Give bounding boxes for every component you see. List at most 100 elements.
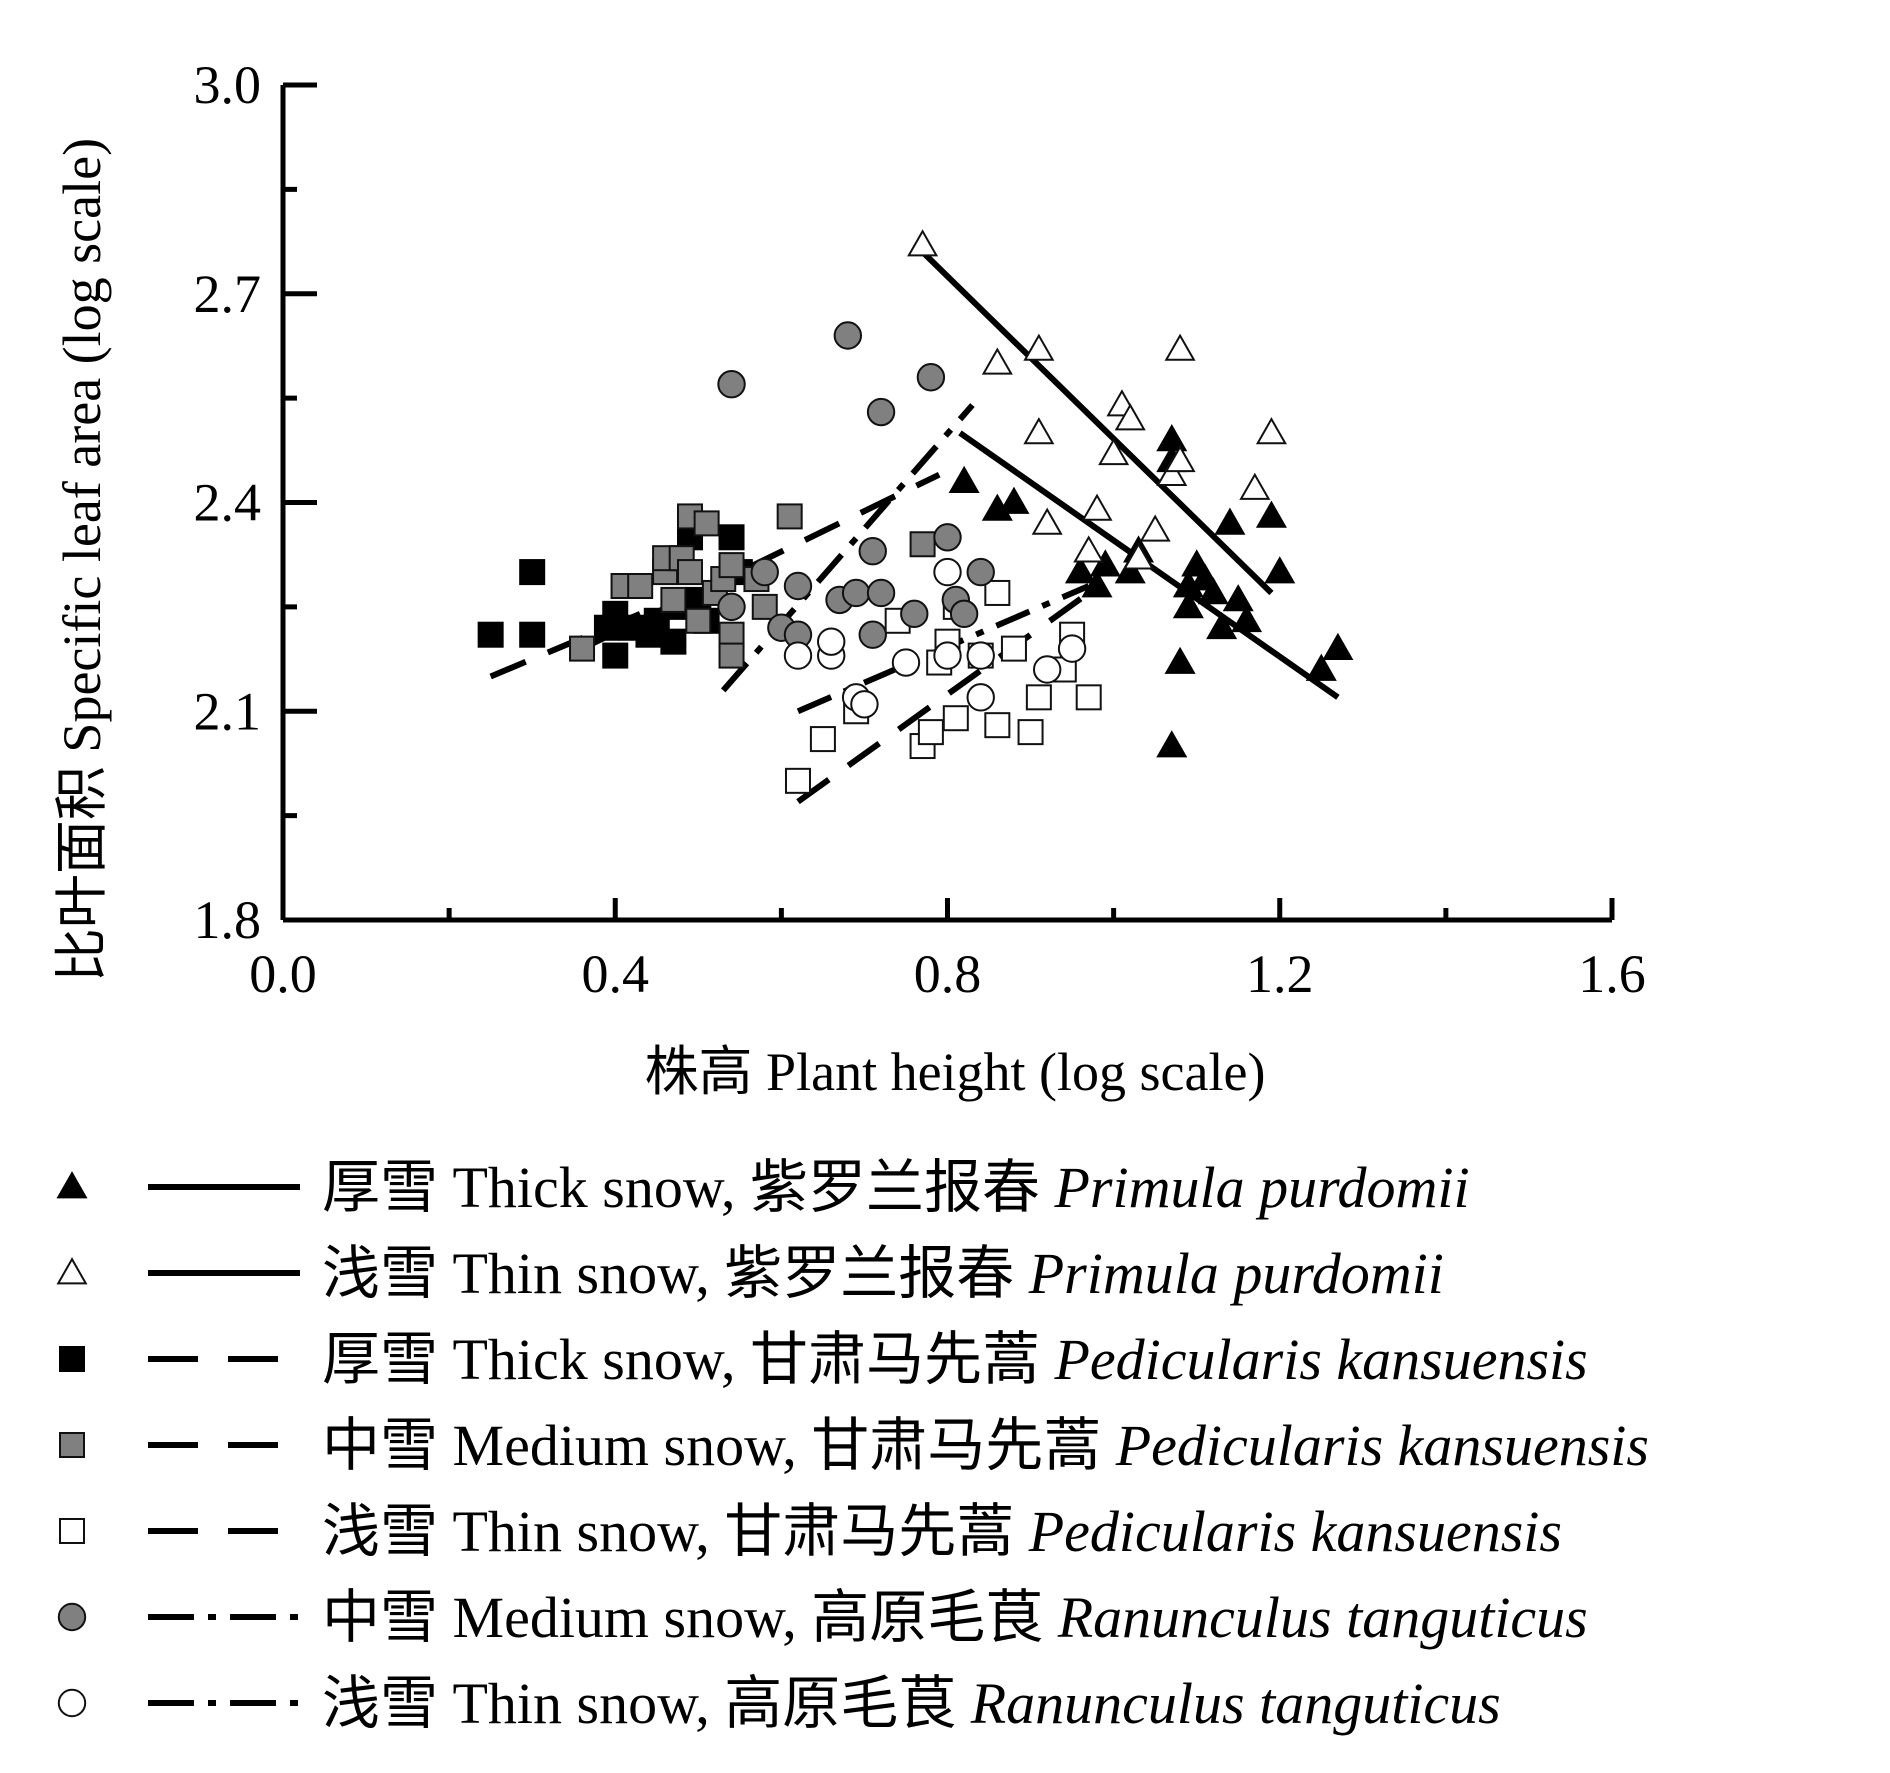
point-thin-primula [1255, 417, 1287, 445]
y-tick-label: 2.7 [194, 264, 262, 324]
point-thick-primula [998, 486, 1030, 514]
point-thin-pedicularis [1000, 635, 1027, 662]
point-medium-ranunculus [933, 523, 962, 552]
point-medium-ranunculus [750, 557, 779, 587]
point-thin-ranunculus [783, 641, 813, 670]
point-thin-primula [1239, 472, 1271, 500]
point-thick-primula [1197, 577, 1229, 605]
legend-label: 浅雪 Thin snow, 紫罗兰报春 Primula purdomii [322, 1241, 1444, 1306]
y-tick-label: 3.0 [194, 55, 262, 115]
legend-species-name: Pedicularis kansuensis [1115, 1413, 1649, 1478]
point-medium-ranunculus [900, 599, 929, 629]
point-medium-pedicularis [751, 593, 778, 620]
legend-marker-thick-pedicularis [59, 1346, 85, 1372]
legend-label-text: 中雪 Medium snow, 甘肃马先蒿 [322, 1413, 1116, 1478]
point-thin-pedicularis [984, 579, 1011, 606]
point-thin-ranunculus [891, 648, 921, 677]
point-thick-primula [1322, 632, 1354, 660]
point-thick-primula [948, 465, 980, 493]
point-thin-ranunculus [933, 557, 962, 587]
legend-label-text: 浅雪 Thin snow, 甘肃马先蒿 [322, 1499, 1029, 1564]
fit-line-medium-ranunculus [720, 403, 975, 693]
legend-marker-thin-ranunculus [57, 1688, 87, 1718]
point-thin-primula [1023, 417, 1055, 445]
point-thick-primula [1264, 556, 1296, 584]
point-thin-pedicularis [784, 767, 811, 794]
point-thin-primula [1031, 507, 1063, 535]
point-thin-ranunculus [817, 627, 846, 656]
point-thin-primula [1156, 458, 1188, 487]
legend-marker-medium-ranunculus [57, 1602, 87, 1632]
point-thin-primula [1164, 444, 1196, 473]
point-thin-primula [907, 229, 939, 257]
point-thin-pedicularis [809, 726, 836, 753]
point-thick-primula [1222, 584, 1254, 612]
legend-species-name: Ranunculus tanguticus [970, 1671, 1501, 1736]
y-tick-label: 1.8 [194, 890, 262, 950]
legend-label: 厚雪 Thick snow, 甘肃马先蒿 Pedicularis kansuen… [322, 1327, 1588, 1392]
point-thin-ranunculus [966, 683, 995, 712]
x-tick-label: 0.0 [249, 944, 317, 1004]
point-medium-ranunculus [783, 571, 813, 601]
point-thin-ranunculus [1057, 634, 1087, 663]
point-medium-pedicularis [718, 642, 745, 669]
point-thick-pedicularis [519, 559, 546, 586]
point-medium-pedicularis [685, 607, 712, 634]
point-thin-pedicularis [1017, 719, 1044, 746]
point-thick-pedicularis [602, 642, 629, 669]
legend-label-text: 厚雪 Thick snow, 甘肃马先蒿 [322, 1327, 1054, 1392]
legend-species-name: Pedicularis kansuensis [1053, 1327, 1587, 1392]
axes: 0.0 0.4 0.8 1.2 1.6 1.8 2.1 2.4 2.7 3.0 [194, 55, 1646, 1004]
point-thin-ranunculus [850, 690, 879, 719]
legend: 厚雪 Thick snow, 紫罗兰报春 Primula purdomii浅雪 … [56, 1155, 1649, 1736]
x-tick-label: 1.2 [1246, 944, 1314, 1004]
point-thin-primula [1098, 437, 1130, 466]
point-thick-primula [1114, 556, 1146, 584]
legend-species-name: Primula purdomii [1028, 1241, 1444, 1306]
legend-label: 中雪 Medium snow, 甘肃马先蒿 Pedicularis kansue… [322, 1413, 1649, 1478]
point-medium-pedicularis [627, 573, 654, 599]
point-medium-ranunculus [858, 537, 887, 566]
legend-label: 中雪 Medium snow, 高原毛茛 Ranunculus tangutic… [322, 1585, 1588, 1650]
point-thick-primula [1305, 653, 1337, 681]
legend-label: 浅雪 Thin snow, 高原毛茛 Ranunculus tanguticus [322, 1671, 1501, 1736]
data-points [477, 229, 1354, 794]
x-axis-label: 株高 Plant height (log scale) [645, 1042, 1266, 1102]
legend-marker-thin-pedicularis [59, 1518, 85, 1544]
y-axis-label: 比叶面积 Specific leaf area (log scale) [52, 138, 112, 982]
point-medium-pedicularis [718, 552, 745, 579]
y-tick-label: 2.4 [194, 473, 262, 533]
fit-line-thin-primula [920, 249, 1274, 596]
point-thick-primula [1172, 591, 1204, 619]
point-thin-pedicularis [942, 705, 969, 732]
x-tick-label: 0.4 [582, 944, 650, 1004]
point-thick-primula [1089, 549, 1121, 577]
point-thick-primula [1156, 730, 1188, 758]
fit-lines [489, 249, 1340, 805]
point-thick-pedicularis [519, 621, 546, 648]
point-medium-ranunculus [833, 321, 863, 350]
point-thin-primula [1073, 535, 1105, 563]
point-thin-ranunculus [933, 641, 962, 670]
point-thin-pedicularis [1025, 684, 1052, 711]
point-thin-pedicularis [1075, 684, 1102, 711]
legend-species-name: Primula purdomii [1053, 1155, 1469, 1220]
point-thin-primula [1164, 333, 1196, 361]
point-thin-primula [1139, 514, 1171, 542]
legend-label-text: 浅雪 Thin snow, 紫罗兰报春 [322, 1241, 1029, 1306]
point-medium-ranunculus [717, 592, 746, 622]
point-thin-primula [1023, 333, 1055, 361]
point-thin-pedicularis [917, 719, 944, 746]
legend-species-name: Pedicularis kansuensis [1028, 1499, 1562, 1564]
point-thick-pedicularis [718, 524, 745, 551]
legend-marker-thick-primula [56, 1171, 88, 1199]
point-thick-primula [1214, 507, 1246, 535]
legend-label-text: 中雪 Medium snow, 高原毛茛 [322, 1585, 1058, 1650]
point-thin-ranunculus [1032, 655, 1062, 684]
x-tick-label: 0.8 [914, 944, 982, 1004]
legend-label-text: 厚雪 Thick snow, 紫罗兰报春 [322, 1155, 1054, 1220]
point-medium-ranunculus [866, 397, 896, 427]
legend-species-name: Ranunculus tanguticus [1057, 1585, 1588, 1650]
point-medium-ranunculus [717, 370, 746, 399]
point-medium-pedicularis [776, 503, 803, 530]
